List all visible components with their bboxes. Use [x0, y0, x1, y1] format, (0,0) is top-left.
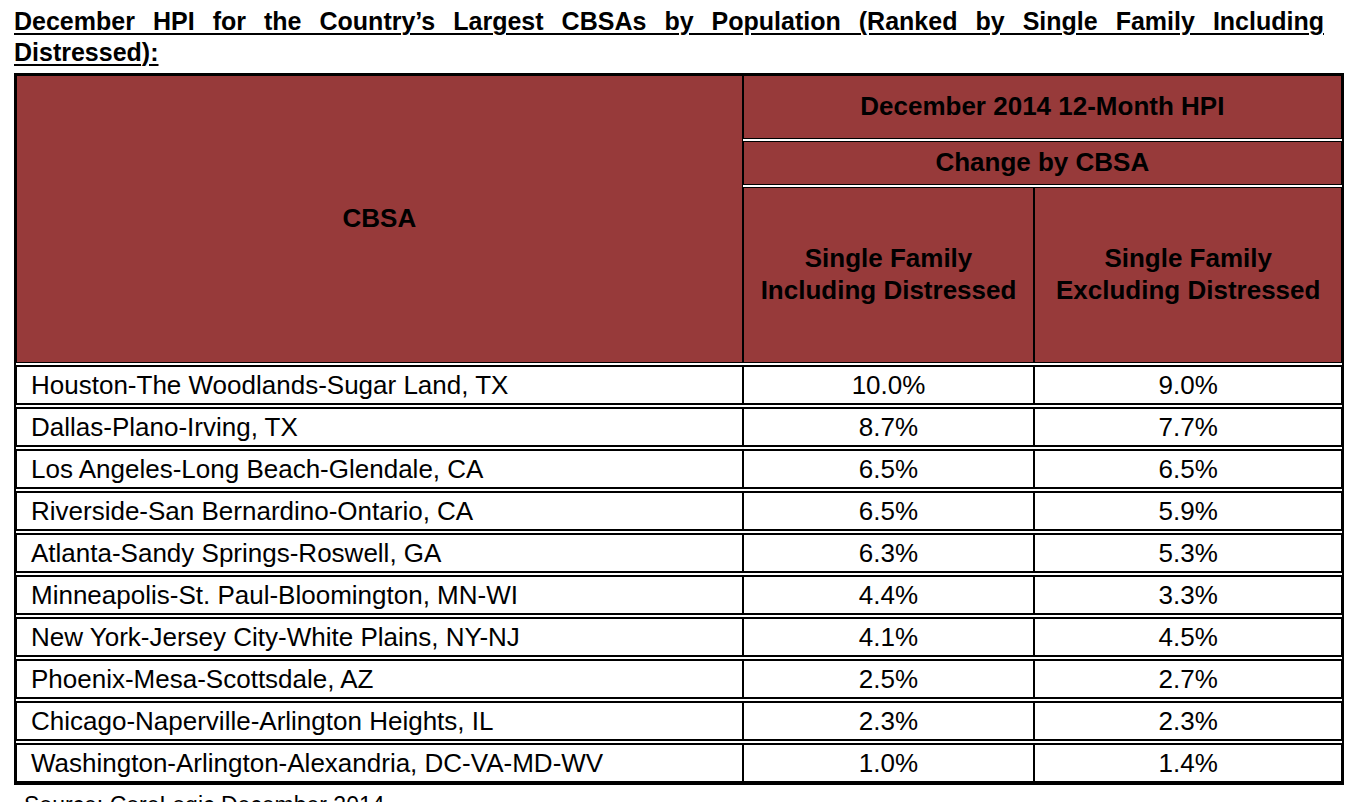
value-cell-including: 4.1% — [743, 617, 1035, 657]
value-cell-including: 1.0% — [743, 743, 1035, 783]
subgroup-header-change-by-cbsa: Change by CBSA — [743, 141, 1342, 185]
cbsa-column-header: CBSA — [16, 75, 743, 363]
value-cell-excluding: 6.5% — [1034, 449, 1342, 489]
column-header-including-distressed: Single Family Including Distressed — [743, 187, 1035, 363]
value-cell-including: 6.5% — [743, 449, 1035, 489]
value-cell-excluding: 5.9% — [1034, 491, 1342, 531]
cbsa-cell: Atlanta-Sandy Springs-Roswell, GA — [16, 533, 743, 573]
value-cell-excluding: 2.3% — [1034, 701, 1342, 741]
hpi-table: CBSA December 2014 12-Month HPI Change b… — [16, 73, 1342, 785]
table-row: Atlanta-Sandy Springs-Roswell, GA 6.3% 5… — [16, 533, 1342, 573]
cbsa-cell: Chicago-Naperville-Arlington Heights, IL — [16, 701, 743, 741]
value-cell-including: 6.3% — [743, 533, 1035, 573]
cbsa-cell: Minneapolis-St. Paul-Bloomington, MN-WI — [16, 575, 743, 615]
hpi-table-border: CBSA December 2014 12-Month HPI Change b… — [14, 73, 1344, 785]
value-cell-excluding: 2.7% — [1034, 659, 1342, 699]
cbsa-cell: New York-Jersey City-White Plains, NY-NJ — [16, 617, 743, 657]
cbsa-cell: Washington-Arlington-Alexandria, DC-VA-M… — [16, 743, 743, 783]
table-row: New York-Jersey City-White Plains, NY-NJ… — [16, 617, 1342, 657]
table-row: Riverside-San Bernardino-Ontario, CA 6.5… — [16, 491, 1342, 531]
cbsa-cell: Los Angeles-Long Beach-Glendale, CA — [16, 449, 743, 489]
table-row: Dallas-Plano-Irving, TX 8.7% 7.7% — [16, 407, 1342, 447]
group-header-december-2014-hpi: December 2014 12-Month HPI — [743, 75, 1342, 139]
page-title-line1: December HPI for the Country’s Largest C… — [14, 6, 1324, 37]
table-row: Chicago-Naperville-Arlington Heights, IL… — [16, 701, 1342, 741]
table-row: Phoenix-Mesa-Scottsdale, AZ 2.5% 2.7% — [16, 659, 1342, 699]
column-header-excluding-distressed: Single Family Excluding Distressed — [1034, 187, 1342, 363]
cbsa-cell: Houston-The Woodlands-Sugar Land, TX — [16, 365, 743, 405]
page-title-line2: Distressed): — [14, 37, 1324, 68]
value-cell-excluding: 4.5% — [1034, 617, 1342, 657]
header-row-group: CBSA December 2014 12-Month HPI — [16, 75, 1342, 139]
table-row: Los Angeles-Long Beach-Glendale, CA 6.5%… — [16, 449, 1342, 489]
cbsa-cell: Riverside-San Bernardino-Ontario, CA — [16, 491, 743, 531]
value-cell-including: 10.0% — [743, 365, 1035, 405]
value-cell-excluding: 7.7% — [1034, 407, 1342, 447]
page: December HPI for the Country’s Largest C… — [0, 0, 1347, 802]
value-cell-excluding: 1.4% — [1034, 743, 1342, 783]
source-note: Source: CoreLogic December 2014 — [24, 792, 1337, 802]
value-cell-including: 2.3% — [743, 701, 1035, 741]
value-cell-excluding: 3.3% — [1034, 575, 1342, 615]
value-cell-including: 2.5% — [743, 659, 1035, 699]
cbsa-cell: Dallas-Plano-Irving, TX — [16, 407, 743, 447]
table-row: Minneapolis-St. Paul-Bloomington, MN-WI … — [16, 575, 1342, 615]
value-cell-including: 6.5% — [743, 491, 1035, 531]
value-cell-including: 8.7% — [743, 407, 1035, 447]
value-cell-including: 4.4% — [743, 575, 1035, 615]
cbsa-cell: Phoenix-Mesa-Scottsdale, AZ — [16, 659, 743, 699]
value-cell-excluding: 9.0% — [1034, 365, 1342, 405]
table-row: Washington-Arlington-Alexandria, DC-VA-M… — [16, 743, 1342, 783]
page-title: December HPI for the Country’s Largest C… — [14, 6, 1324, 67]
value-cell-excluding: 5.3% — [1034, 533, 1342, 573]
table-row: Houston-The Woodlands-Sugar Land, TX 10.… — [16, 365, 1342, 405]
